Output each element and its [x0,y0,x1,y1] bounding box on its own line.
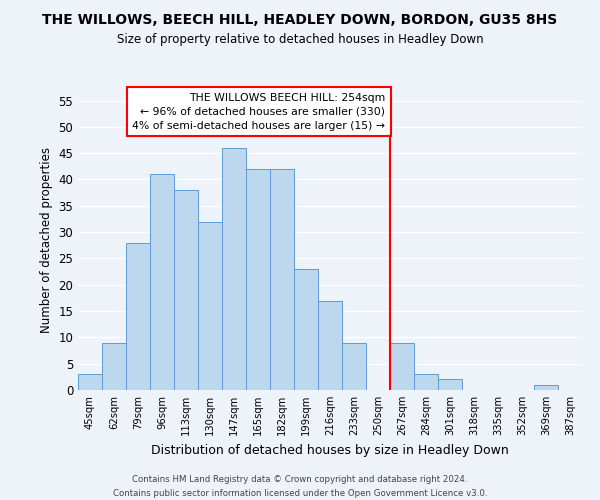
Bar [414,374,438,390]
Text: THE WILLOWS BEECH HILL: 254sqm
← 96% of detached houses are smaller (330)
4% of : THE WILLOWS BEECH HILL: 254sqm ← 96% of … [132,92,385,130]
Bar [126,242,150,390]
Text: THE WILLOWS, BEECH HILL, HEADLEY DOWN, BORDON, GU35 8HS: THE WILLOWS, BEECH HILL, HEADLEY DOWN, B… [43,12,557,26]
Bar [78,374,102,390]
Bar [102,342,126,390]
Bar [534,384,558,390]
Bar [222,148,246,390]
Bar [390,342,414,390]
Bar [150,174,174,390]
Bar [438,380,462,390]
Bar [294,269,318,390]
Bar [270,169,294,390]
Text: Contains HM Land Registry data © Crown copyright and database right 2024.
Contai: Contains HM Land Registry data © Crown c… [113,476,487,498]
Bar [318,300,342,390]
X-axis label: Distribution of detached houses by size in Headley Down: Distribution of detached houses by size … [151,444,509,456]
Bar [342,342,366,390]
Text: Size of property relative to detached houses in Headley Down: Size of property relative to detached ho… [116,32,484,46]
Bar [198,222,222,390]
Bar [174,190,198,390]
Y-axis label: Number of detached properties: Number of detached properties [40,147,53,333]
Bar [246,169,270,390]
